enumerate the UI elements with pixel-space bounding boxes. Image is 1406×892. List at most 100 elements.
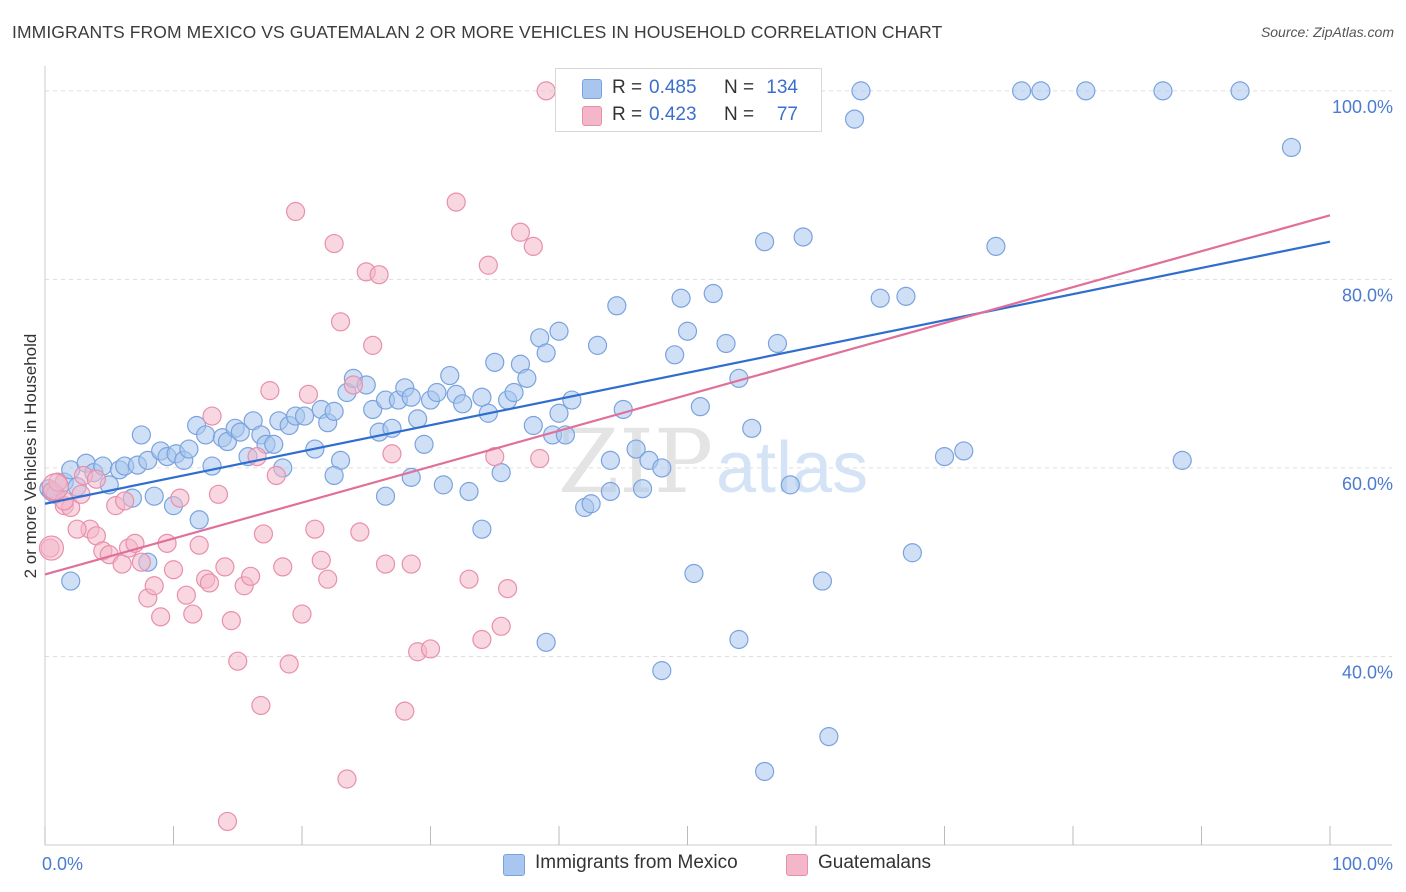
data-point xyxy=(440,365,460,386)
data-point xyxy=(1031,81,1051,101)
data-point xyxy=(189,510,209,530)
data-point xyxy=(217,811,238,832)
chart-source: Source: ZipAtlas.com xyxy=(1260,24,1394,40)
chart-title: IMMIGRANTS FROM MEXICO VS GUATEMALAN 2 O… xyxy=(12,22,943,42)
data-point xyxy=(896,286,916,306)
data-point xyxy=(324,401,344,421)
data-point xyxy=(677,321,698,341)
data-point xyxy=(199,573,220,593)
data-point xyxy=(767,333,788,354)
legend-n-value: 77 xyxy=(776,104,798,125)
data-point xyxy=(902,543,922,563)
data-point xyxy=(491,616,511,636)
data-point xyxy=(305,519,325,539)
data-point xyxy=(144,486,164,506)
bottom-legend-label-guatemalans: Guatemalans xyxy=(818,852,932,873)
data-point xyxy=(1153,81,1173,101)
data-point xyxy=(112,554,132,574)
data-point xyxy=(742,418,762,438)
data-point xyxy=(375,554,396,574)
data-point xyxy=(292,604,312,624)
series-guatemalans-points xyxy=(38,81,556,832)
trend-lines xyxy=(44,214,1331,576)
data-point xyxy=(934,447,955,467)
data-point xyxy=(472,629,492,650)
data-point xyxy=(485,352,505,372)
data-point xyxy=(67,519,87,539)
data-point xyxy=(703,283,723,304)
data-point xyxy=(459,481,479,502)
data-point xyxy=(298,384,319,404)
data-point xyxy=(780,475,800,495)
data-point xyxy=(652,661,672,681)
data-point xyxy=(665,345,685,365)
data-point xyxy=(754,761,775,782)
data-point xyxy=(38,535,65,561)
data-point xyxy=(176,585,196,605)
data-point xyxy=(350,522,370,542)
legend-r-label: R = xyxy=(612,104,643,125)
data-point xyxy=(549,321,569,341)
legend-swatch-mexico xyxy=(582,79,602,99)
data-point xyxy=(131,552,151,572)
legend-n-label: N = xyxy=(724,104,755,125)
data-point xyxy=(363,335,383,355)
data-point xyxy=(498,578,518,599)
data-point xyxy=(115,491,135,511)
data-point xyxy=(264,434,284,454)
data-point xyxy=(157,533,177,553)
data-point xyxy=(369,265,389,285)
data-point xyxy=(401,554,421,574)
data-point xyxy=(626,439,646,459)
data-point xyxy=(986,236,1006,256)
gridlines xyxy=(45,90,1392,657)
data-point xyxy=(324,233,344,254)
data-point xyxy=(196,425,216,445)
data-point xyxy=(793,227,813,247)
legend-r-label: R = xyxy=(612,77,643,98)
data-point xyxy=(754,232,775,252)
legend: R = 0.485 N = 134 R = 0.423 N = 77 xyxy=(555,68,822,132)
data-point xyxy=(260,381,280,401)
y-axis-label: 2 or more Vehicles in Household xyxy=(21,334,40,579)
data-point xyxy=(504,382,524,403)
data-point xyxy=(536,632,556,652)
y-tick-label: 80.0% xyxy=(1342,285,1393,305)
watermark-atlas: atlas xyxy=(716,428,868,508)
data-point xyxy=(131,425,151,445)
data-point xyxy=(163,560,184,580)
data-point xyxy=(420,639,441,659)
data-point xyxy=(183,604,203,624)
data-point xyxy=(478,255,498,275)
data-point xyxy=(330,312,351,332)
data-point xyxy=(530,448,550,469)
data-point xyxy=(273,557,293,577)
data-point xyxy=(729,629,749,650)
data-point xyxy=(812,571,833,591)
data-point xyxy=(851,81,871,101)
data-point xyxy=(1281,137,1302,158)
data-point xyxy=(151,607,171,627)
data-point xyxy=(517,368,537,388)
data-point xyxy=(600,481,621,502)
data-point xyxy=(1076,81,1096,101)
legend-n-label: N = xyxy=(724,77,755,98)
data-point xyxy=(170,488,190,508)
data-point xyxy=(395,701,415,721)
data-point xyxy=(671,288,691,308)
watermark-zip: ZIP xyxy=(558,410,713,513)
data-point xyxy=(401,387,421,407)
data-point xyxy=(414,434,434,454)
data-point xyxy=(382,444,402,464)
data-point xyxy=(459,569,479,589)
data-point xyxy=(279,654,299,674)
data-point xyxy=(208,484,229,504)
data-point xyxy=(408,409,428,429)
bottom-legend-swatch-guatemalans xyxy=(786,854,808,876)
data-point xyxy=(253,524,274,544)
data-point xyxy=(954,441,974,461)
data-point xyxy=(491,463,511,483)
data-point xyxy=(144,576,164,596)
data-point xyxy=(536,81,556,101)
